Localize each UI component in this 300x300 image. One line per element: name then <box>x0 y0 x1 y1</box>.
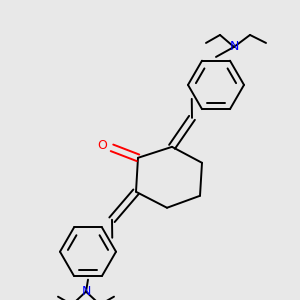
Text: O: O <box>97 139 107 152</box>
Text: N: N <box>81 285 91 298</box>
Text: N: N <box>229 40 239 53</box>
